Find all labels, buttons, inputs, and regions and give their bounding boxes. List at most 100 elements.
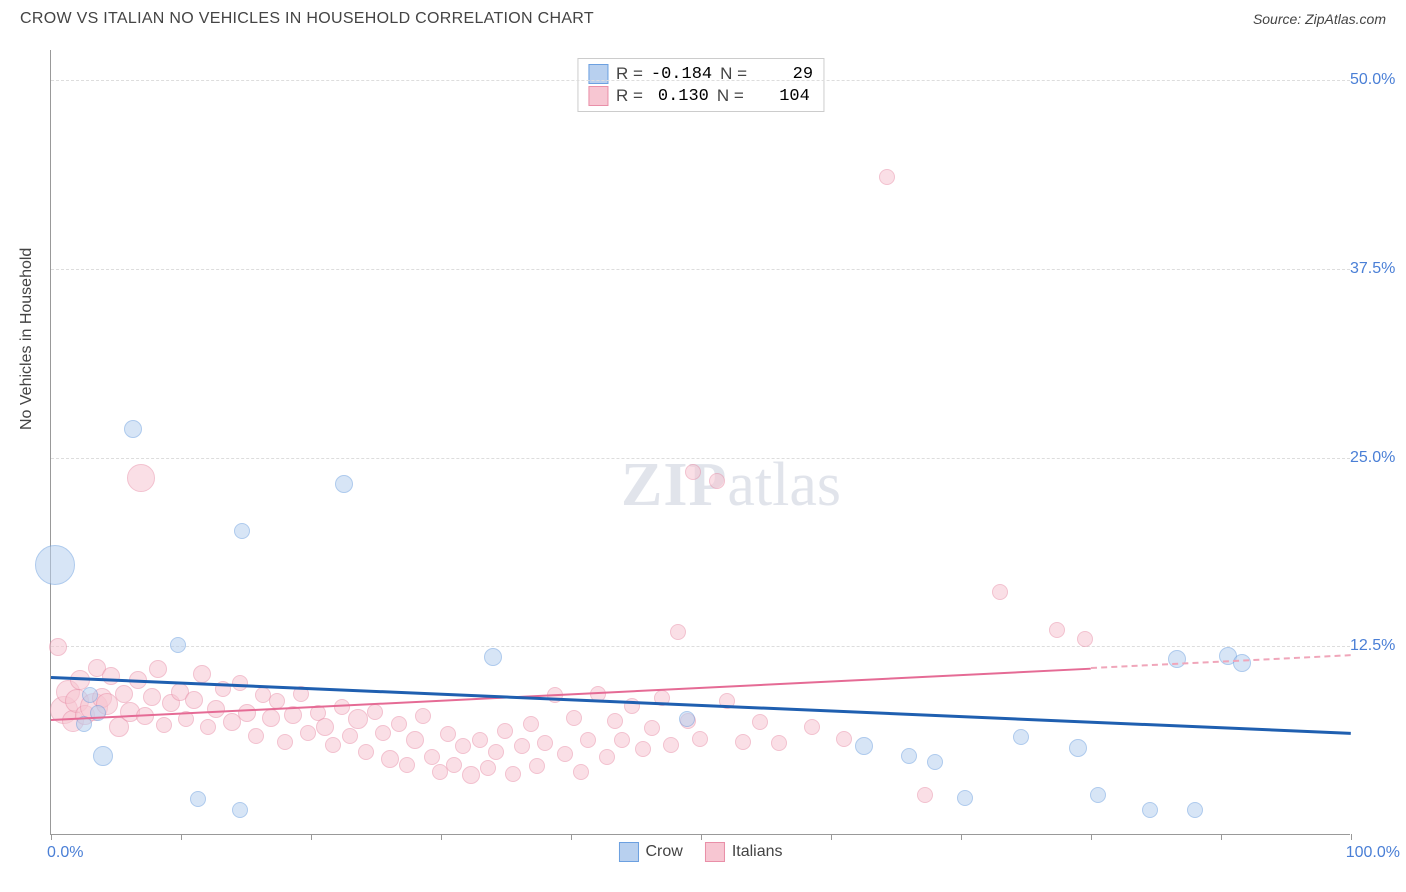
scatter-point-italian	[149, 660, 167, 678]
scatter-point-italian	[238, 704, 256, 722]
scatter-point-crow	[927, 754, 943, 770]
scatter-point-italian	[566, 710, 582, 726]
scatter-point-italian	[348, 709, 368, 729]
scatter-point-italian	[573, 764, 589, 780]
scatter-point-crow	[190, 791, 206, 807]
scatter-point-italian	[462, 766, 480, 784]
scatter-point-crow	[1090, 787, 1106, 803]
scatter-point-italian	[514, 738, 530, 754]
y-axis-label: No Vehicles in Household	[18, 248, 36, 430]
scatter-point-crow	[1013, 729, 1029, 745]
chart-header: CROW VS ITALIAN NO VEHICLES IN HOUSEHOLD…	[0, 0, 1406, 34]
legend-item-italian: Italians	[705, 842, 783, 862]
scatter-point-crow	[124, 420, 142, 438]
scatter-point-italian	[599, 749, 615, 765]
ytick-label: 50.0%	[1350, 71, 1400, 89]
scatter-point-italian	[879, 169, 895, 185]
scatter-point-italian	[580, 732, 596, 748]
scatter-point-italian	[523, 716, 539, 732]
chart-source: Source: ZipAtlas.com	[1253, 11, 1386, 27]
legend-swatch-crow	[618, 842, 638, 862]
scatter-point-crow	[170, 637, 186, 653]
scatter-point-italian	[185, 691, 203, 709]
scatter-point-italian	[752, 714, 768, 730]
watermark: ZIPatlas	[621, 450, 841, 521]
scatter-point-italian	[488, 744, 504, 760]
scatter-point-italian	[455, 738, 471, 754]
stats-r-label: R =	[616, 86, 643, 106]
correlation-stats-box: R = -0.184 N = 29 R = 0.130 N = 104	[577, 58, 824, 112]
xtick	[181, 834, 182, 840]
scatter-point-italian	[804, 719, 820, 735]
xtick	[831, 834, 832, 840]
scatter-point-crow	[855, 737, 873, 755]
scatter-point-italian	[207, 700, 225, 718]
scatter-point-crow	[679, 711, 695, 727]
scatter-point-italian	[992, 584, 1008, 600]
scatter-point-crow	[1233, 654, 1251, 672]
xtick	[961, 834, 962, 840]
scatter-point-italian	[735, 734, 751, 750]
scatter-point-italian	[115, 685, 133, 703]
scatter-point-italian	[381, 750, 399, 768]
scatter-point-italian	[472, 732, 488, 748]
scatter-point-crow	[82, 687, 98, 703]
scatter-point-italian	[325, 737, 341, 753]
scatter-point-crow	[901, 748, 917, 764]
scatter-point-italian	[644, 720, 660, 736]
scatter-point-italian	[367, 704, 383, 720]
legend-swatch-italian	[705, 842, 725, 862]
scatter-point-crow	[1142, 802, 1158, 818]
scatter-point-italian	[446, 757, 462, 773]
gridline	[51, 646, 1350, 647]
scatter-point-italian	[692, 731, 708, 747]
xtick	[571, 834, 572, 840]
scatter-point-italian	[143, 688, 161, 706]
scatter-point-italian	[529, 758, 545, 774]
scatter-point-italian	[685, 464, 701, 480]
scatter-point-italian	[635, 741, 651, 757]
stats-row: R = -0.184 N = 29	[588, 63, 813, 85]
scatter-point-italian	[440, 726, 456, 742]
scatter-point-italian	[917, 787, 933, 803]
scatter-point-italian	[262, 709, 280, 727]
scatter-point-italian	[614, 732, 630, 748]
scatter-point-italian	[505, 766, 521, 782]
scatter-point-italian	[557, 746, 573, 762]
xtick-label: 0.0%	[47, 844, 83, 862]
xtick	[51, 834, 52, 840]
legend-item-crow: Crow	[618, 842, 682, 862]
scatter-point-italian	[497, 723, 513, 739]
xtick	[1351, 834, 1352, 840]
scatter-point-italian	[836, 731, 852, 747]
scatter-point-italian	[709, 473, 725, 489]
gridline	[51, 269, 1350, 270]
chart-title: CROW VS ITALIAN NO VEHICLES IN HOUSEHOLD…	[20, 10, 594, 28]
stats-swatch-italian	[588, 86, 608, 106]
scatter-point-italian	[670, 624, 686, 640]
scatter-point-italian	[156, 717, 172, 733]
scatter-point-crow	[1168, 650, 1186, 668]
scatter-point-italian	[391, 716, 407, 732]
scatter-point-italian	[1049, 622, 1065, 638]
scatter-point-crow	[484, 648, 502, 666]
scatter-point-italian	[375, 725, 391, 741]
scatter-point-italian	[277, 734, 293, 750]
xtick	[1221, 834, 1222, 840]
scatter-point-italian	[424, 749, 440, 765]
scatter-point-italian	[316, 718, 334, 736]
xtick	[441, 834, 442, 840]
legend-label: Italians	[732, 843, 783, 861]
xtick	[701, 834, 702, 840]
scatter-point-italian	[358, 744, 374, 760]
scatter-point-italian	[200, 719, 216, 735]
scatter-point-crow	[957, 790, 973, 806]
ytick-label: 25.0%	[1350, 449, 1400, 467]
scatter-point-crow	[35, 545, 75, 585]
scatter-point-italian	[406, 731, 424, 749]
scatter-point-italian	[248, 728, 264, 744]
xtick-label: 100.0%	[1346, 844, 1400, 862]
scatter-point-italian	[127, 464, 155, 492]
stats-row: R = 0.130 N = 104	[588, 85, 813, 107]
scatter-point-crow	[335, 475, 353, 493]
